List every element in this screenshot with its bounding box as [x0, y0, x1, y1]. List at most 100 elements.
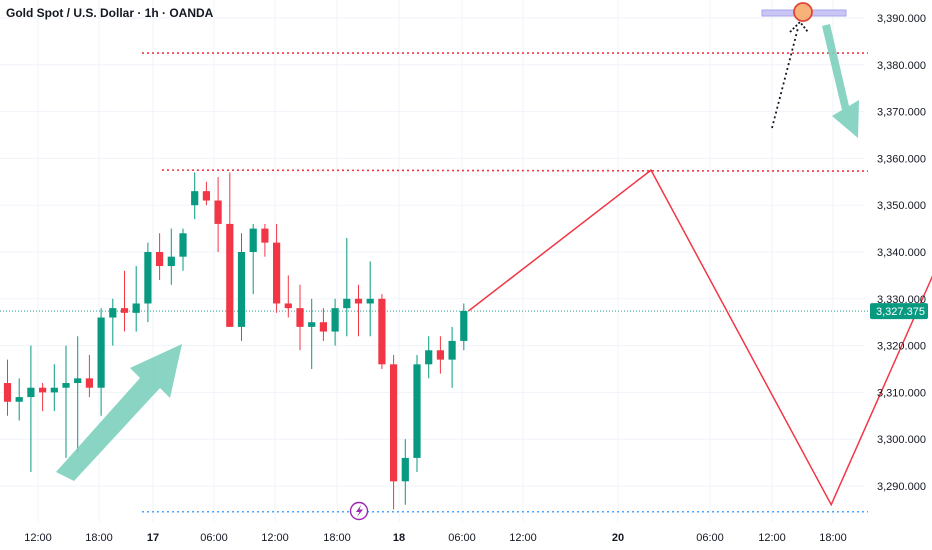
- candle-body: [354, 298, 363, 304]
- y-tick-label: 3,390.000: [877, 13, 926, 25]
- y-tick-label: 3,360.000: [877, 153, 926, 165]
- y-tick-label: 3,340.000: [877, 247, 926, 259]
- candle-body: [261, 228, 269, 243]
- x-tick-label: 06:00: [696, 532, 724, 544]
- bullish-arrow-icon: [56, 344, 182, 481]
- candle: [390, 354, 398, 510]
- candle: [436, 336, 444, 374]
- candle-body: [413, 364, 421, 458]
- candle-body: [273, 242, 281, 304]
- candle: [237, 233, 246, 341]
- candle: [74, 336, 82, 454]
- target-circle-icon: [793, 2, 813, 22]
- candle-body: [343, 298, 351, 309]
- candle-body: [179, 233, 187, 257]
- candle-body: [191, 191, 199, 206]
- candle: [331, 298, 339, 346]
- candle: [214, 177, 222, 252]
- candle-body: [132, 303, 140, 313]
- candle-body: [39, 387, 47, 393]
- candle: [202, 181, 210, 206]
- candle: [156, 233, 164, 281]
- y-tick-label: 3,300.000: [877, 434, 926, 446]
- candle-body: [436, 350, 444, 360]
- candle-body: [296, 308, 304, 327]
- dotted-arrowhead: [789, 20, 809, 33]
- candle: [50, 364, 58, 412]
- candle-body: [214, 200, 222, 224]
- y-tick-label: 3,310.000: [877, 387, 926, 399]
- candles: [3, 172, 468, 510]
- candle-body: [27, 387, 35, 398]
- candle: [144, 242, 152, 323]
- x-tick-label: 20: [612, 532, 624, 544]
- x-tick-label: 12:00: [261, 532, 289, 544]
- candle: [167, 228, 175, 285]
- chart-title: Gold Spot / U.S. Dollar · 1h · OANDA: [6, 6, 214, 20]
- candle: [62, 345, 70, 458]
- candle: [191, 172, 199, 220]
- candle: [39, 383, 47, 412]
- candle: [120, 270, 129, 332]
- candle: [366, 261, 374, 337]
- candle-body: [308, 322, 316, 327]
- candle-body: [3, 383, 12, 402]
- candle-body: [50, 387, 58, 393]
- candle: [460, 303, 468, 351]
- x-tick-label: 06:00: [448, 532, 476, 544]
- candle: [85, 354, 93, 398]
- candle-body: [378, 298, 386, 365]
- candle-body: [401, 457, 409, 482]
- candle: [308, 298, 316, 369]
- candle-body: [156, 252, 164, 267]
- candle-body: [390, 364, 398, 482]
- candle-body: [249, 228, 257, 252]
- candle: [109, 298, 117, 346]
- candle: [132, 266, 140, 332]
- candle: [296, 284, 304, 351]
- y-tick-label: 3,380.000: [877, 60, 926, 72]
- candle-body: [284, 303, 292, 309]
- candle-body: [460, 310, 468, 341]
- candle-body: [425, 350, 433, 365]
- candle-body: [144, 252, 152, 304]
- y-axis: 3,290.000 3,300.000 3,310.000 3,320.000 3,33…: [870, 13, 928, 493]
- candle-body: [237, 252, 246, 327]
- candle: [3, 359, 12, 416]
- candle-body: [226, 223, 234, 327]
- candle-body: [85, 378, 93, 388]
- resistance-mid-line: [161, 169, 869, 172]
- candle: [179, 228, 187, 271]
- grid: [0, 0, 865, 522]
- candle: [261, 223, 269, 257]
- x-tick-label: 17: [147, 532, 159, 544]
- candle: [401, 439, 409, 505]
- lightning-icon-bolt: [356, 505, 363, 517]
- y-tick-label: 3,320.000: [877, 341, 926, 353]
- candle-body: [97, 317, 105, 388]
- candle: [226, 172, 234, 327]
- last-price-tag-bg: [870, 303, 928, 320]
- candle-body: [109, 308, 117, 318]
- x-tick-label: 18:00: [819, 532, 847, 544]
- candle: [97, 308, 105, 416]
- x-tick-label: 06:00: [200, 532, 228, 544]
- candle: [448, 326, 456, 388]
- y-tick-label: 3,350.000: [877, 200, 926, 212]
- x-tick-label: 12:00: [24, 532, 52, 544]
- x-tick-label: 18:00: [323, 532, 351, 544]
- candle: [249, 223, 257, 295]
- x-tick-label: 12:00: [758, 532, 786, 544]
- candle-body: [448, 340, 456, 360]
- candle-body: [319, 322, 327, 332]
- y-tick-label: 3,370.000: [877, 107, 926, 119]
- y-tick-label: 3,290.000: [877, 481, 926, 493]
- candle-body: [167, 256, 175, 267]
- candle: [15, 378, 23, 421]
- level-lines: [0, 52, 869, 513]
- y-tick-label: 3,330.000: [877, 294, 926, 306]
- candle-body: [15, 397, 23, 402]
- x-tick-label: 12:00: [509, 532, 537, 544]
- candle: [354, 284, 363, 337]
